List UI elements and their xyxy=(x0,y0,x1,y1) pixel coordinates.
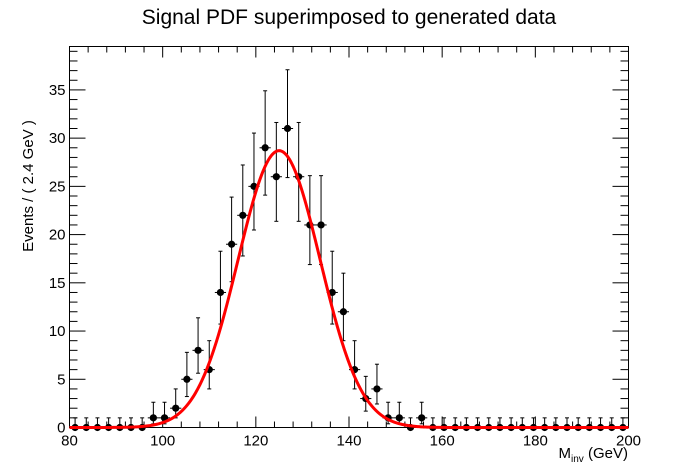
data-point xyxy=(259,90,271,196)
data-marker xyxy=(228,240,236,248)
x-tick-label: 160 xyxy=(430,433,455,450)
data-point xyxy=(337,272,349,342)
data-marker xyxy=(272,173,280,181)
data-point xyxy=(315,175,327,266)
y-axis-ticks: 0 5 10 15 20 25 30 35 xyxy=(49,50,629,437)
data-marker xyxy=(328,288,336,297)
data-marker xyxy=(172,404,180,412)
y-axis-label: Events / ( 2.4 GeV ) xyxy=(20,120,37,252)
y-tick-label: 35 xyxy=(49,82,66,99)
data-point xyxy=(371,363,383,405)
data-marker xyxy=(194,346,202,354)
data-point xyxy=(416,401,428,425)
data-marker xyxy=(339,308,348,316)
y-tick-label: 5 xyxy=(57,371,65,388)
y-tick-label: 25 xyxy=(49,178,66,195)
y-tick-label: 15 xyxy=(49,275,66,292)
y-tick-label: 30 xyxy=(49,130,66,147)
y-tick-label: 10 xyxy=(49,323,66,340)
x-tick-label: 200 xyxy=(616,433,641,450)
data-point xyxy=(226,196,238,283)
y-tick-label: 0 xyxy=(57,420,65,437)
x-tick-label: 140 xyxy=(336,433,361,450)
data-point xyxy=(270,121,282,222)
x-axis-label-subscript: inv xyxy=(571,454,584,465)
x-axis-label: Minv (GeV) xyxy=(559,445,628,465)
data-marker xyxy=(395,414,403,422)
data-marker xyxy=(239,211,247,219)
data-marker xyxy=(183,375,191,383)
data-marker xyxy=(373,385,381,393)
data-marker xyxy=(283,124,292,133)
data-marker xyxy=(149,414,157,422)
data-point xyxy=(170,388,182,419)
data-point xyxy=(192,317,204,374)
y-tick-label: 20 xyxy=(49,227,66,244)
data-marker xyxy=(261,144,269,152)
x-axis-label-unit: (GeV) xyxy=(584,445,628,462)
fit-curve xyxy=(69,149,629,429)
data-marker xyxy=(317,221,325,229)
data-point xyxy=(214,250,227,325)
chart-title: Signal PDF superimposed to generated dat… xyxy=(142,6,557,29)
data-point xyxy=(281,69,294,179)
x-tick-label: 180 xyxy=(523,433,548,450)
x-tick-label: 80 xyxy=(61,433,78,450)
x-axis-label-main: M xyxy=(559,445,572,462)
x-axis-ticks: 80 100 120 140 160 180 200 xyxy=(61,46,641,450)
data-marker xyxy=(418,414,426,422)
x-tick-label: 120 xyxy=(243,433,268,450)
data-point xyxy=(181,351,193,398)
data-marker xyxy=(216,288,225,297)
x-tick-label: 100 xyxy=(150,433,175,450)
